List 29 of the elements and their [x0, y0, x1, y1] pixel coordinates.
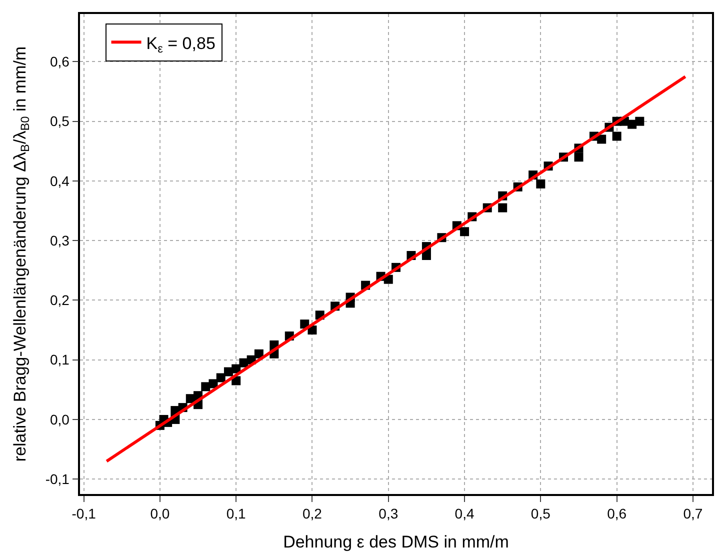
- x-tick-label: 0,2: [302, 506, 322, 522]
- y-tick-label: 0,6: [50, 54, 70, 70]
- y-tick-label: -0,1: [45, 470, 70, 487]
- x-tick-label: 0,6: [607, 506, 627, 522]
- x-axis-title: Dehnung ε des DMS in mm/m: [283, 532, 509, 552]
- y-tick-label: 0,1: [50, 352, 70, 368]
- point: [216, 373, 226, 382]
- x-tick-label: -0,1: [72, 506, 96, 522]
- point: [635, 116, 644, 126]
- x-tick-label: 0,5: [530, 506, 551, 522]
- legend-label: K$_{ε}$ = 0,85: [146, 34, 216, 56]
- point: [422, 250, 431, 260]
- point: [574, 152, 584, 162]
- y-tick-label: 0,3: [50, 232, 70, 248]
- y-tick-label: 0,2: [50, 292, 70, 308]
- point: [612, 132, 622, 141]
- point: [597, 134, 606, 144]
- x-tick-label: 0,3: [378, 506, 398, 522]
- y-tick-label: 0,4: [50, 172, 70, 189]
- y-tick-label: 0,0: [50, 411, 70, 428]
- x-tick-label: 0,4: [454, 506, 474, 522]
- point: [536, 179, 546, 188]
- x-tick-label: 0,7: [683, 506, 703, 522]
- x-tick-label: 0,0: [150, 506, 170, 522]
- point: [201, 382, 210, 392]
- point: [460, 227, 470, 236]
- y-tick-label: 0,5: [50, 113, 70, 130]
- point: [498, 203, 508, 212]
- x-tick-label: 0,1: [226, 506, 246, 522]
